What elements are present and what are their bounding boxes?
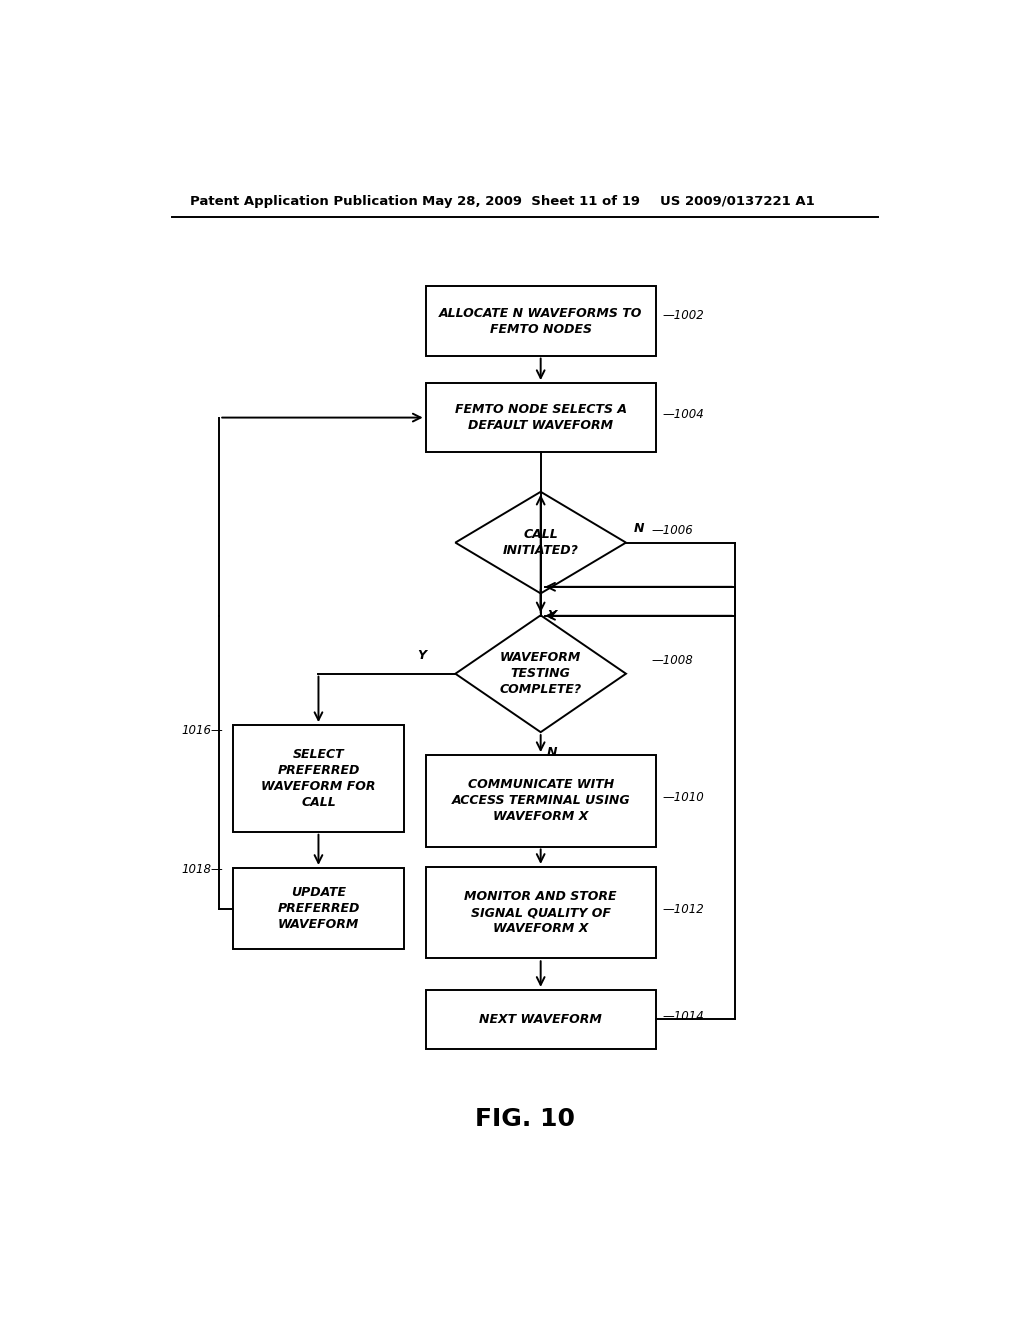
Text: ALLOCATE N WAVEFORMS TO
FEMTO NODES: ALLOCATE N WAVEFORMS TO FEMTO NODES [439, 306, 642, 335]
Text: —1014: —1014 [663, 1010, 703, 1023]
FancyBboxPatch shape [426, 286, 655, 355]
Text: COMMUNICATE WITH
ACCESS TERMINAL USING
WAVEFORM X: COMMUNICATE WITH ACCESS TERMINAL USING W… [452, 779, 630, 824]
Text: —1008: —1008 [652, 653, 693, 667]
Text: —1010: —1010 [663, 791, 703, 804]
Text: —1012: —1012 [663, 903, 703, 916]
Text: FIG. 10: FIG. 10 [475, 1107, 574, 1131]
Text: SELECT
PREFERRED
WAVEFORM FOR
CALL: SELECT PREFERRED WAVEFORM FOR CALL [261, 748, 376, 809]
Text: WAVEFORM
TESTING
COMPLETE?: WAVEFORM TESTING COMPLETE? [500, 651, 582, 696]
Text: N: N [547, 746, 557, 759]
Text: FEMTO NODE SELECTS A
DEFAULT WAVEFORM: FEMTO NODE SELECTS A DEFAULT WAVEFORM [455, 403, 627, 432]
Text: May 28, 2009  Sheet 11 of 19: May 28, 2009 Sheet 11 of 19 [422, 194, 640, 207]
Text: Patent Application Publication: Patent Application Publication [189, 194, 418, 207]
FancyBboxPatch shape [426, 383, 655, 453]
Text: —1006: —1006 [652, 524, 693, 537]
Text: CALL
INITIATED?: CALL INITIATED? [503, 528, 579, 557]
Text: NEXT WAVEFORM: NEXT WAVEFORM [479, 1012, 602, 1026]
Text: US 2009/0137221 A1: US 2009/0137221 A1 [659, 194, 814, 207]
FancyBboxPatch shape [426, 990, 655, 1049]
FancyBboxPatch shape [233, 867, 403, 949]
Text: UPDATE
PREFERRED
WAVEFORM: UPDATE PREFERRED WAVEFORM [278, 886, 359, 931]
Text: —1002: —1002 [663, 309, 703, 322]
Text: Y: Y [417, 649, 426, 661]
FancyBboxPatch shape [426, 867, 655, 958]
FancyBboxPatch shape [233, 725, 403, 832]
Text: 1016—: 1016— [181, 725, 223, 737]
FancyBboxPatch shape [426, 755, 655, 846]
Polygon shape [456, 615, 626, 733]
Text: —1004: —1004 [663, 408, 703, 421]
Text: MONITOR AND STORE
SIGNAL QUALITY OF
WAVEFORM X: MONITOR AND STORE SIGNAL QUALITY OF WAVE… [465, 890, 616, 935]
Text: 1018—: 1018— [181, 863, 223, 876]
Text: N: N [634, 521, 644, 535]
Text: Y: Y [547, 610, 556, 622]
Polygon shape [456, 492, 626, 594]
